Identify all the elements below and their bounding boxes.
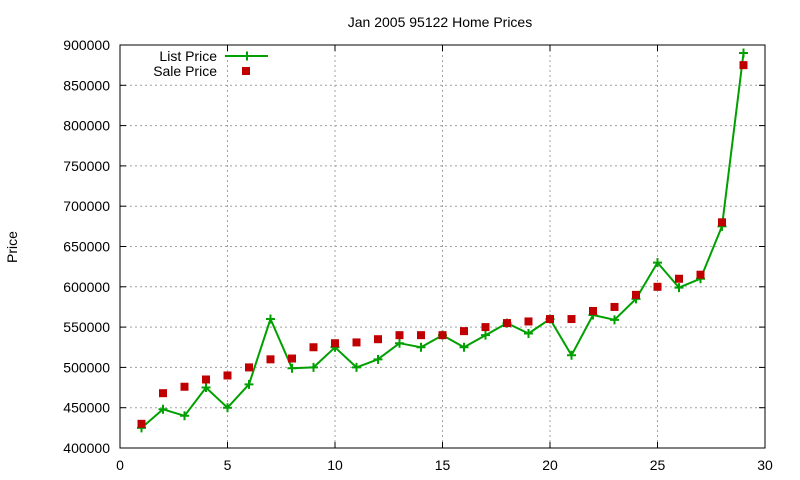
sale-price-point [460,327,468,336]
list-price-point [395,338,404,348]
list-price-point [416,342,426,352]
list-price-point [674,283,684,293]
sale-price-point [438,331,447,340]
grid [120,45,765,448]
y-tick-label: 750000 [63,158,110,174]
sale-price-point [546,315,554,324]
list-price-point [567,350,576,360]
list-price-point [287,363,297,373]
legend: List Price Sale Price [153,48,268,79]
list-price-point [459,342,469,352]
list-price-point [373,354,383,364]
sale-price-point [696,270,705,279]
sale-price-point [223,371,232,380]
sale-price-point [653,282,662,291]
list-price-point [653,258,662,268]
sale-price-point [481,323,490,332]
sale-price-point [675,274,683,283]
x-tick-label: 15 [435,457,451,473]
x-tick-label: 10 [327,457,343,473]
list-price-point [610,315,619,325]
sale-price-point [374,335,382,344]
list-price-point [739,48,748,58]
x-tick-label: 5 [224,457,232,473]
list-price-point [180,411,189,421]
legend-marker-list-price [242,51,252,61]
y-tick-label: 900000 [63,37,110,53]
list-price-point [352,362,361,372]
series [137,48,748,433]
list-price-point [309,362,318,372]
x-tick-label: 30 [757,457,773,473]
y-tick-label: 800000 [63,118,110,134]
y-tick-label: 450000 [63,400,110,416]
x-tick-label: 25 [650,457,666,473]
y-tick-label: 700000 [63,198,110,214]
list-price-point [223,403,232,413]
legend-label-sale-price: Sale Price [153,63,217,79]
list-price-point [201,383,211,393]
y-tick-label: 650000 [63,239,110,255]
sale-price-point [266,355,275,364]
sale-price-point [137,419,146,428]
sale-price-point [288,354,296,363]
legend-marker-sale-price [242,67,250,75]
y-tick-label: 850000 [63,77,110,93]
sale-price-point [159,389,167,398]
list-price-point [158,404,168,414]
sale-price-point [202,375,210,384]
sale-price-point [180,382,189,391]
list-price-point [524,329,533,339]
sale-price-point [395,331,404,340]
y-tick-label: 600000 [63,279,110,295]
chart-title: Jan 2005 95122 Home Prices [348,14,532,30]
y-axis-label: Price [4,231,20,263]
sale-price-point [331,339,339,348]
sale-price-point [567,315,576,324]
sale-price-point [610,302,619,311]
sale-price-point [417,331,425,340]
legend-label-list-price: List Price [159,48,217,64]
sale-price-point [589,306,597,315]
y-tick-label: 550000 [63,319,110,335]
y-tick-label: 400000 [63,440,110,456]
y-tick-label: 500000 [63,359,110,375]
list-price-point [244,379,254,389]
sale-price-point [739,61,748,70]
x-tick-label: 20 [542,457,558,473]
sale-price-point [632,290,640,299]
plot-frame [119,44,766,449]
list-price-point [481,330,490,340]
list-price-point [266,314,275,324]
sale-price-point [352,338,361,347]
sale-price-point [524,317,533,326]
sale-price-point [503,319,511,328]
sale-price-point [245,363,253,372]
sale-price-point [718,218,726,227]
sale-price-point [309,343,318,352]
x-tick-label: 0 [116,457,124,473]
axis-ticks: 400000 450000 500000 550000 600000 650000 7000… [63,37,773,473]
